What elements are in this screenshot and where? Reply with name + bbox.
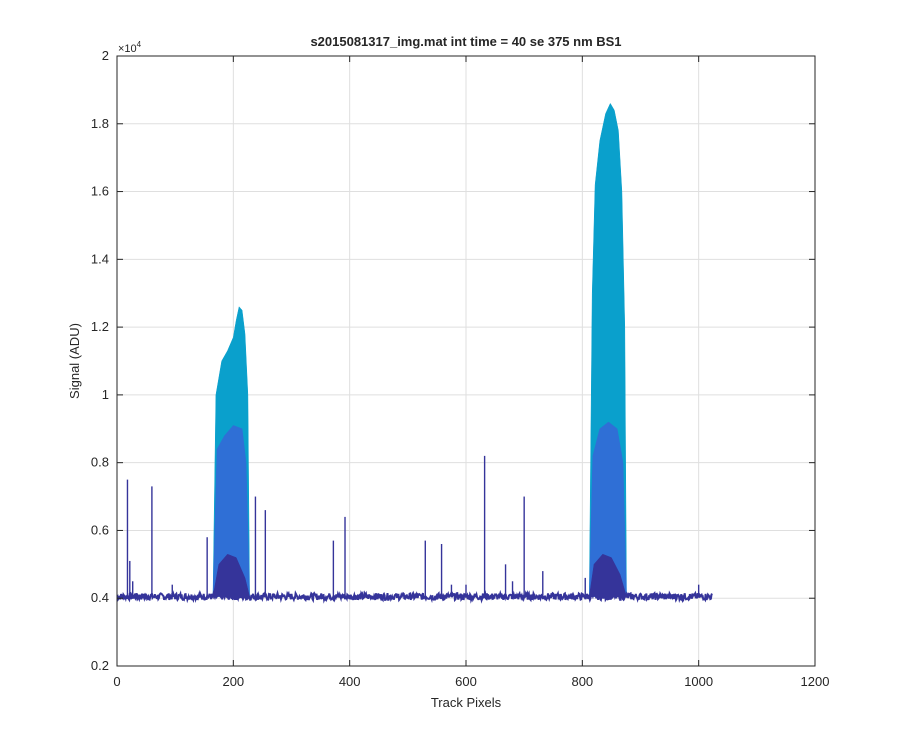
- y-tick-label: 0.6: [91, 522, 109, 537]
- plot-area-series: [212, 102, 627, 597]
- x-tick-label: 1000: [684, 674, 713, 689]
- y-axis-label: Signal (ADU): [67, 323, 82, 399]
- y-axis-ticks: 0.2 0.4 0.6 0.8 1 1.2 1.4 1.6 1.8 2: [91, 48, 815, 673]
- x-tick-label: 1200: [801, 674, 830, 689]
- y-tick-label: 0.4: [91, 590, 109, 605]
- y-tick-label: 1.8: [91, 116, 109, 131]
- y-tick-label: 0.8: [91, 455, 109, 470]
- x-axis-label: Track Pixels: [431, 695, 502, 710]
- y-tick-label: 2: [102, 48, 109, 63]
- spike-marks: [126, 455, 700, 597]
- x-tick-label: 0: [113, 674, 120, 689]
- area-band-1-0: [212, 425, 250, 597]
- y-tick-label: 0.2: [91, 658, 109, 673]
- baseline-line: [116, 589, 713, 604]
- chart-title: s2015081317_img.mat int time = 40 se 375…: [310, 34, 621, 49]
- y-tick-label: 1.6: [91, 184, 109, 199]
- x-axis-ticks: 0 200 400 600 800 1000 1200: [113, 56, 829, 689]
- y-tick-label: 1.4: [91, 251, 109, 266]
- baseline-trace: [116, 589, 713, 604]
- area-band-1-1: [589, 421, 627, 597]
- x-tick-label: 400: [339, 674, 361, 689]
- y-axis-multiplier: ×104: [118, 40, 142, 55]
- x-tick-label: 600: [455, 674, 477, 689]
- x-tick-label: 200: [222, 674, 244, 689]
- y-tick-label: 1.2: [91, 319, 109, 334]
- x-tick-label: 800: [571, 674, 593, 689]
- y-tick-label: 1: [102, 387, 109, 402]
